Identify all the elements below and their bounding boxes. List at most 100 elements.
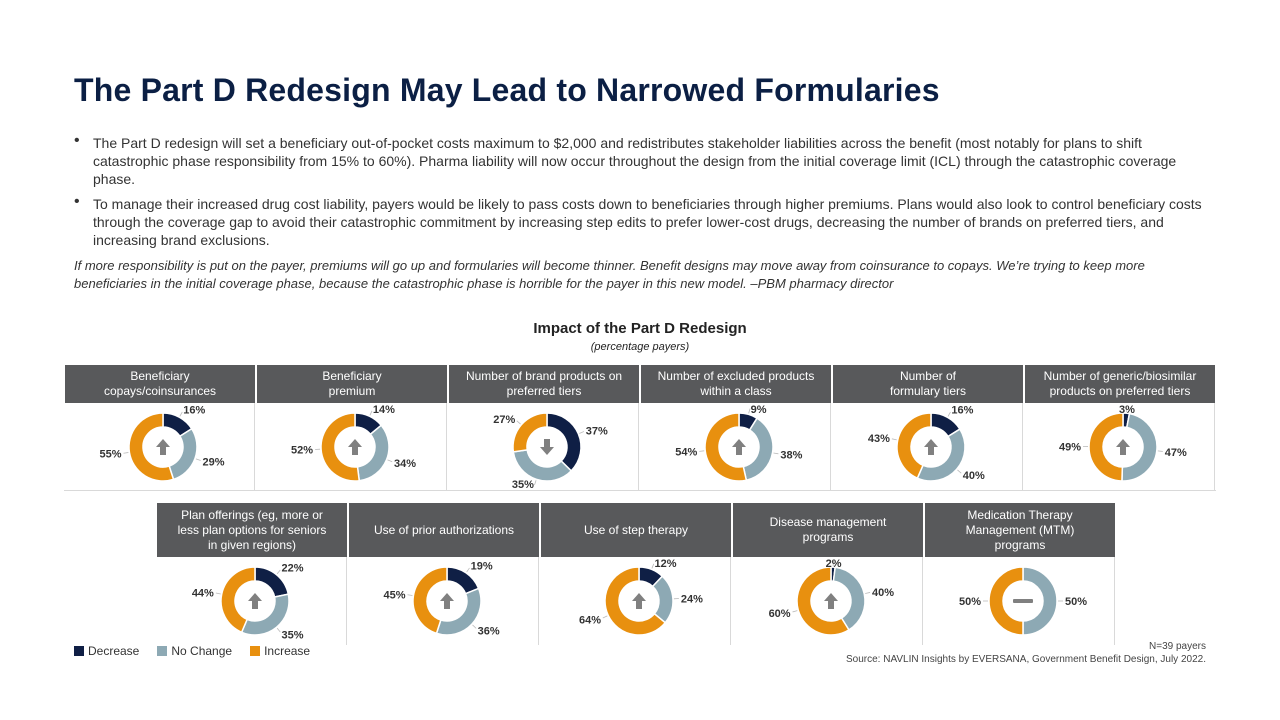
donut-slice-increase: [412, 566, 448, 635]
slice-label-increase: 44%: [192, 587, 214, 599]
donut-slice-increase: [220, 566, 256, 634]
panel-body: 37% 35% 27%: [449, 403, 639, 491]
slice-label-increase: 43%: [868, 433, 890, 445]
slice-label-no-change: 38%: [780, 449, 802, 461]
panel-header-line: Number of excluded products: [657, 369, 815, 383]
slice-leader-line: [957, 469, 962, 474]
slice-leader-line: [773, 452, 779, 455]
panel-body: 50% 50%: [925, 557, 1115, 645]
panel-body: 9% 38% 54%: [641, 403, 831, 491]
bullet-list: The Part D redesign will set a beneficia…: [74, 132, 1204, 256]
slice-label-no-change: 35%: [282, 629, 304, 641]
donut-slice-no-change: [168, 427, 198, 481]
donut-slice-increase: [128, 412, 175, 482]
slice-leader-line: [179, 411, 183, 417]
slice-label-increase: 54%: [675, 447, 697, 459]
donut-chart: 19% 36% 45%: [383, 560, 500, 637]
donut-slice-increase: [320, 412, 361, 482]
slice-label-increase: 64%: [579, 614, 601, 626]
slice-label-increase: 50%: [959, 596, 981, 608]
panel-header: Use of prior authorizations: [349, 503, 539, 557]
slice-label-increase: 45%: [383, 589, 405, 601]
panel-body: 2% 40% 60%: [733, 557, 923, 645]
donut-chart: 3% 47% 49%: [1059, 404, 1187, 482]
panel-header-line: in given regions): [207, 537, 297, 552]
panel-header-line: copays/coinsurances: [103, 384, 217, 398]
page-title: The Part D Redesign May Lead to Narrowed…: [74, 72, 940, 108]
slice-leader-line: [276, 627, 281, 633]
panel-header: Beneficiary premium: [257, 365, 447, 403]
slice-label-decrease: 9%: [751, 404, 767, 416]
panel-header-line: Beneficiary: [322, 369, 382, 383]
panel-header: Medication Therapy Management (MTM) progra…: [925, 503, 1115, 557]
slice-leader-line: [215, 592, 221, 595]
legend-swatch-no-change: [157, 646, 168, 656]
legend-swatch-decrease: [74, 646, 84, 656]
arrow-up-icon: [440, 593, 454, 609]
panel-header: Number of excluded products within a clas…: [641, 365, 831, 403]
slice-leader-line: [748, 408, 751, 414]
panel-header: Beneficiary copays/coinsurances: [65, 365, 255, 403]
slice-leader-line: [602, 615, 608, 619]
dash-icon: [1013, 599, 1033, 603]
panel-header: Number of generic/biosimilar products on …: [1025, 365, 1215, 403]
panel-header: Number of brand products on preferred tie…: [449, 365, 639, 403]
panel-header-line: Plan offerings (eg, more or: [181, 507, 323, 522]
slice-leader-line: [792, 610, 798, 613]
donut-panel: Plan offerings (eg, more or less plan opt…: [157, 503, 347, 645]
panel-header-line: formulary tiers: [889, 384, 966, 398]
panel-header: Number of formulary tiers: [833, 365, 1023, 403]
slice-leader-line: [472, 624, 477, 629]
panel-header-line: Number of brand products on: [465, 369, 623, 383]
donut-panel: Beneficiary premium 14% 34% 52%: [257, 365, 447, 491]
slice-leader-line: [516, 420, 521, 425]
legend-label: Increase: [264, 644, 311, 658]
row-divider: [64, 490, 1216, 491]
panel-header-line: premium: [328, 384, 376, 398]
donut-slice-no-change: [1121, 412, 1158, 482]
slice-label-decrease: 14%: [373, 404, 395, 416]
panel-body: 16% 29% 55%: [65, 403, 255, 491]
donut-panel: Number of excluded products within a clas…: [641, 365, 831, 491]
slice-label-decrease: 19%: [471, 560, 493, 572]
donut-panel: Use of step therapy 12% 24% 64%: [541, 503, 731, 645]
slice-leader-line: [891, 438, 897, 441]
slice-label-no-change: 24%: [681, 593, 703, 605]
donut-panel: Number of formulary tiers 16% 40% 43%: [833, 365, 1023, 491]
panel-body: 16% 40% 43%: [833, 403, 1023, 491]
donut-slice-increase: [796, 566, 850, 636]
panel-header-line: less plan options for seniors: [177, 522, 327, 537]
slice-leader-line: [534, 480, 537, 486]
slice-label-no-change: 47%: [1165, 447, 1187, 459]
slice-leader-line: [579, 431, 585, 434]
panel-body: 19% 36% 45%: [349, 557, 539, 645]
slice-label-increase: 49%: [1059, 441, 1081, 453]
panel-header-line: Beneficiary: [130, 369, 190, 383]
slice-leader-line: [651, 563, 655, 569]
slice-leader-line: [466, 567, 470, 573]
slice-leader-line: [387, 459, 393, 463]
arrow-up-icon: [1116, 439, 1130, 455]
panel-header-line: Use of step therapy: [583, 522, 689, 537]
donut-chart: 50% 50%: [959, 566, 1087, 636]
slice-label-increase: 27%: [493, 414, 515, 426]
slice-label-no-change: 35%: [512, 479, 534, 491]
legend: Decrease No Change Increase: [74, 644, 310, 658]
slice-label-decrease: 16%: [951, 404, 973, 416]
panel-header-line: Number of: [899, 369, 956, 383]
panel-header-line: products on preferred tiers: [1049, 384, 1191, 398]
slice-leader-line: [195, 458, 201, 461]
slice-leader-line: [276, 569, 281, 575]
donut-chart: 37% 35% 27%: [493, 412, 608, 491]
payer-quote: If more responsibility is put on the pay…: [74, 258, 1145, 291]
arrow-up-icon: [348, 439, 362, 455]
slice-leader-line: [699, 450, 705, 452]
arrow-up-icon: [824, 593, 838, 609]
arrow-up-icon: [924, 439, 938, 455]
slice-label-no-change: 36%: [478, 625, 500, 637]
slice-label-no-change: 40%: [872, 587, 894, 599]
arrow-up-icon: [732, 439, 746, 455]
donut-slice-increase: [604, 566, 667, 636]
donut-slice-increase: [512, 412, 548, 453]
slice-label-decrease: 3%: [1119, 404, 1135, 416]
